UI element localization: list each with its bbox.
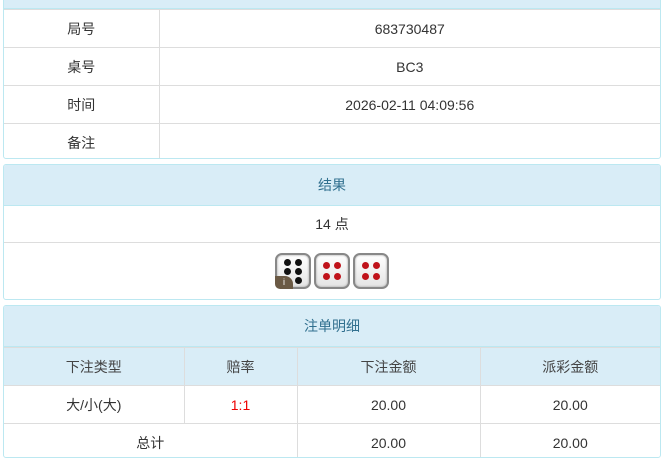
info-table: 局号 683730487 桌号 BC3 时间 2026-02-11 04:09:56 … xyxy=(4,9,660,158)
bets-panel: 注单明细 下注类型 赔率 下注金额 派彩金额 大/小(大) 1:1 20.00 … xyxy=(3,305,661,458)
value: 2026-02-11 04:09:56 xyxy=(158,85,660,124)
pip xyxy=(323,262,330,269)
bet-type: 大/小(大) xyxy=(4,385,185,424)
pip xyxy=(362,273,369,280)
pip xyxy=(284,259,291,266)
pip xyxy=(295,259,302,266)
col-odds: 赔率 xyxy=(183,347,298,386)
info-row-table: 桌号 BC3 xyxy=(4,47,660,86)
pip xyxy=(334,273,341,280)
table-row: 大/小(大) 1:1 20.00 20.00 xyxy=(4,385,660,424)
bets-header: 注单明细 xyxy=(4,306,660,347)
result-points: 14 点 xyxy=(4,206,660,243)
bets-header-row: 下注类型 赔率 下注金额 派彩金额 xyxy=(4,347,660,386)
info-row-round: 局号 683730487 xyxy=(4,9,660,48)
die-4 xyxy=(353,253,389,289)
info-icon[interactable]: i xyxy=(275,276,293,289)
value: BC3 xyxy=(158,47,660,86)
pip xyxy=(295,268,302,275)
info-row-time: 时间 2026-02-11 04:09:56 xyxy=(4,85,660,124)
label: 备注 xyxy=(4,123,160,158)
total-row: 总计 20.00 20.00 xyxy=(4,423,660,457)
total-amount: 20.00 xyxy=(296,423,481,457)
col-type: 下注类型 xyxy=(4,347,185,386)
die-4 xyxy=(314,253,350,289)
label: 时间 xyxy=(4,85,160,124)
bet-odds: 1:1 xyxy=(183,385,298,424)
result-header: 结果 xyxy=(4,165,660,206)
label: 桌号 xyxy=(4,47,160,86)
pip xyxy=(323,273,330,280)
value xyxy=(158,123,660,158)
pip xyxy=(373,262,380,269)
bet-amount: 20.00 xyxy=(296,385,481,424)
value: 683730487 xyxy=(158,9,660,48)
total-payout: 20.00 xyxy=(479,423,660,457)
info-panel: 局号 683730487 桌号 BC3 时间 2026-02-11 04:09:56 … xyxy=(3,0,661,159)
result-panel: 结果 14 点 i xyxy=(3,164,661,300)
pip xyxy=(295,277,302,284)
bets-table: 下注类型 赔率 下注金额 派彩金额 大/小(大) 1:1 20.00 20.00… xyxy=(4,347,660,457)
col-payout: 派彩金额 xyxy=(479,347,660,386)
pip xyxy=(362,262,369,269)
info-header xyxy=(4,0,660,9)
bet-payout: 20.00 xyxy=(479,385,660,424)
dice-row: i xyxy=(4,243,660,299)
pip xyxy=(334,262,341,269)
total-label: 总计 xyxy=(4,423,298,457)
col-amount: 下注金额 xyxy=(296,347,481,386)
die-6: i xyxy=(275,253,311,289)
pip xyxy=(373,273,380,280)
label: 局号 xyxy=(4,9,160,48)
pip xyxy=(284,268,291,275)
info-row-remark: 备注 xyxy=(4,123,660,158)
